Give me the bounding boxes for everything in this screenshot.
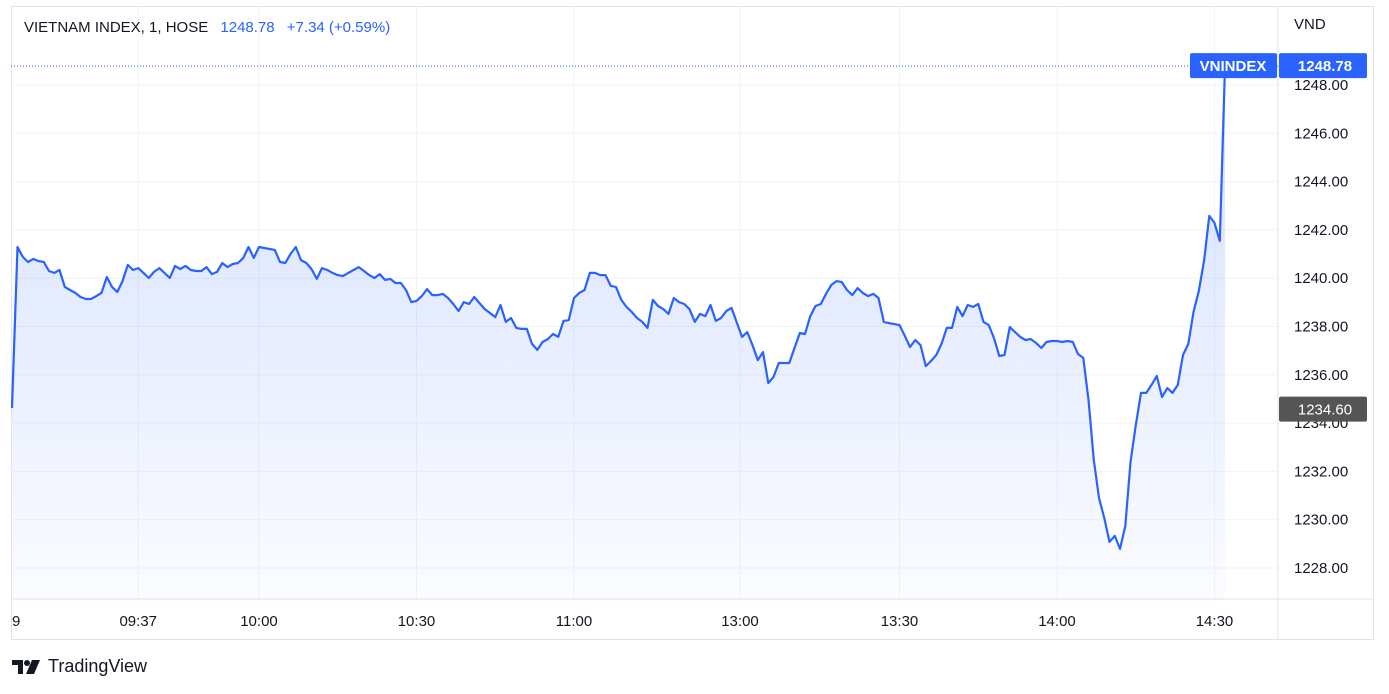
- symbol-name: VIETNAM INDEX, 1, HOSE: [24, 19, 209, 36]
- price-tick-label: 1236.00: [1294, 367, 1348, 384]
- time-tick-label: 13:30: [881, 613, 919, 630]
- currency-label: VND: [1294, 16, 1326, 33]
- symbol-tag: VNINDEX: [1200, 58, 1267, 75]
- time-tick-label: 10:00: [240, 613, 278, 630]
- price-area-fill: [12, 66, 1225, 599]
- price-tick-label: 1230.00: [1294, 512, 1348, 529]
- logo-text: TradingView: [48, 656, 148, 676]
- time-tick-label: 10:30: [398, 613, 436, 630]
- time-tick-label: 09:37: [119, 613, 157, 630]
- price-tick-label: 1244.00: [1294, 174, 1348, 191]
- price-tick-label: 1248.00: [1294, 77, 1348, 94]
- reference-price-tag-bg: [1279, 396, 1367, 422]
- symbol-legend[interactable]: VIETNAM INDEX, 1, HOSE 1248.78 +7.34 (+0…: [24, 19, 390, 36]
- price-line: [10, 66, 1227, 550]
- last-price-value: 1248.78: [1298, 58, 1352, 75]
- price-tick-label: 1240.00: [1294, 270, 1348, 287]
- time-axis[interactable]: 9 09:37 10:00 10:30 11:00 13:00 13:30 14:00 14:3…: [12, 613, 1233, 630]
- price-axis[interactable]: 1228.001230.001232.001234.001236.001238.…: [1294, 77, 1348, 577]
- price-tick-label: 1238.00: [1294, 319, 1348, 336]
- time-tick-label: 14:00: [1038, 613, 1076, 630]
- chart-frame: [11, 6, 1374, 640]
- tradingview-logo[interactable]: TradingView: [12, 656, 147, 677]
- time-tick-label: 9: [12, 613, 20, 630]
- last-price-tag-bg: [1279, 53, 1367, 79]
- time-tick-label: 11:00: [556, 613, 592, 630]
- legend-change: +7.34 (+0.59%): [286, 19, 391, 36]
- price-tick-label: 1232.00: [1294, 463, 1348, 480]
- time-tick-label: 13:00: [721, 613, 759, 630]
- last-price-tags: VNINDEX 1248.78: [1190, 53, 1367, 79]
- tradingview-logo-icon: [12, 659, 40, 674]
- symbol-tag-bg: [1190, 53, 1277, 79]
- reference-price-value: 1234.60: [1298, 402, 1352, 419]
- time-tick-label: 14:30: [1196, 613, 1234, 630]
- price-tick-label: 1228.00: [1294, 560, 1348, 577]
- legend-last-price: 1248.78: [220, 19, 275, 36]
- price-tick-label: 1242.00: [1294, 222, 1348, 239]
- price-tick-label: 1246.00: [1294, 125, 1348, 142]
- reference-price-tag: 1234.60: [1279, 396, 1367, 422]
